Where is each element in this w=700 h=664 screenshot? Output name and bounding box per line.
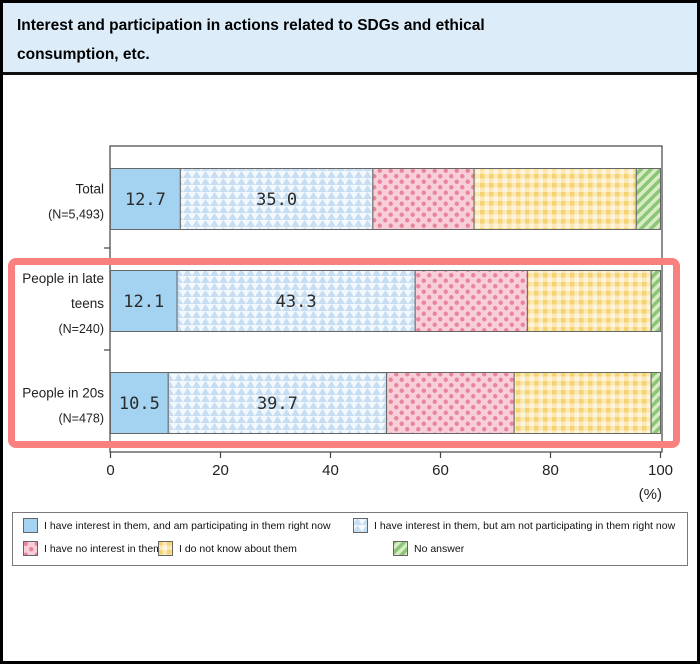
bar-segment [513, 372, 652, 434]
legend-label: I have interest in them, and am particip… [44, 519, 331, 532]
legend-label: I have interest in them, but am not part… [374, 519, 676, 532]
x-axis-unit-label: (%) [639, 486, 662, 503]
legend-swatch-no-interest [23, 541, 38, 556]
legend-item-no-interest: I have no interest in them [23, 541, 162, 556]
category-label: People in 20s [22, 386, 104, 401]
x-tick-label: 0 [106, 462, 114, 479]
bar-segment [167, 372, 388, 434]
legend: I have interest in them, and am particip… [12, 512, 688, 566]
bar-segment [110, 372, 169, 434]
bar-segment [176, 270, 416, 332]
x-tick-label: 100 [648, 462, 673, 479]
legend-item-do-not-know: I do not know about them [158, 541, 297, 556]
category-label: (N=478) [58, 412, 104, 426]
bar-segment [650, 270, 662, 332]
stacked-bar-chart: 12.7 35.0 Total (N=5,493) 12.1 43.3 People in … [22, 145, 673, 503]
page-title: Interest and participation in actions re… [17, 17, 485, 63]
title-bar: Interest and participation in actions re… [3, 3, 697, 75]
bar-segment [526, 270, 652, 332]
bar-value-label: 35.0 [256, 190, 297, 210]
legend-swatch-do-not-know [158, 541, 173, 556]
legend-item-interested-not-participating: I have interest in them, but am not part… [353, 518, 675, 533]
category-label: teens [71, 296, 104, 311]
legend-item-no-answer: No answer [393, 541, 464, 556]
bar-value-label: 39.7 [257, 394, 298, 414]
legend-swatch-no-answer [393, 541, 408, 556]
bar-segment [635, 168, 661, 230]
bar-value-label: 43.3 [276, 292, 317, 312]
bar-segment [179, 168, 374, 230]
x-tick-label: 60 [432, 462, 449, 479]
category-label: (N=240) [58, 322, 104, 336]
legend-label: I have no interest in them [44, 542, 162, 555]
category-label: People in late [22, 271, 104, 286]
bar-segment [386, 372, 515, 434]
bar-value-label: 10.5 [119, 394, 160, 414]
bar-segment [414, 270, 528, 332]
legend-label: I do not know about them [179, 542, 297, 555]
legend-swatch-participating [23, 518, 38, 533]
bar-segment [110, 168, 181, 230]
x-tick-label: 40 [322, 462, 339, 479]
bar-segment [650, 372, 662, 434]
x-tick-label: 80 [542, 462, 559, 479]
legend-item-participating: I have interest in them, and am particip… [23, 518, 331, 533]
legend-label: No answer [414, 542, 465, 555]
legend-swatch-interested-not-participating [353, 518, 368, 533]
category-label: Total [75, 182, 104, 197]
category-label: (N=5,493) [48, 208, 104, 222]
bar-value-label: 12.7 [125, 190, 166, 210]
bar-segment [372, 168, 475, 230]
bar-value-label: 12.1 [123, 292, 164, 312]
bar-segment [473, 168, 637, 230]
x-tick-label: 20 [212, 462, 229, 479]
